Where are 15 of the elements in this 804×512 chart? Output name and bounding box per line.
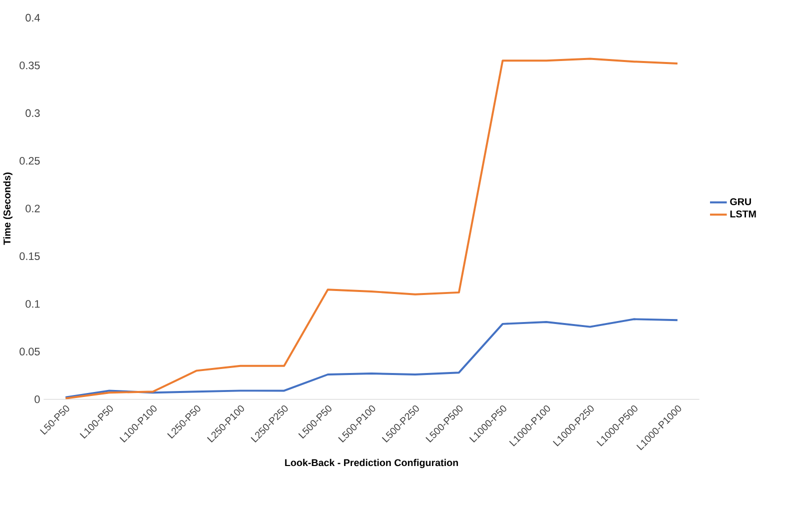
y-tick-label: 0.05 [20,348,40,356]
y-tick-label: 0.2 [26,204,40,212]
x-axis-title: Look-Back - Prediction Configuration [285,459,458,468]
y-tick-label: 0.25 [20,157,40,165]
y-tick-label: 0.1 [26,300,40,308]
line-series [64,58,678,400]
y-tick-label: 0.4 [26,14,40,22]
y-tick-label: 0 [34,396,40,404]
legend-label: GRU [730,198,751,206]
y-tick-label: 0.35 [20,62,40,70]
y-axis-title: Time (Seconds) [3,172,12,246]
line-series [64,318,678,399]
legend-label: LSTM [730,210,756,218]
y-tick-label: 0.3 [26,109,40,118]
y-tick-label: 0.15 [20,252,40,260]
